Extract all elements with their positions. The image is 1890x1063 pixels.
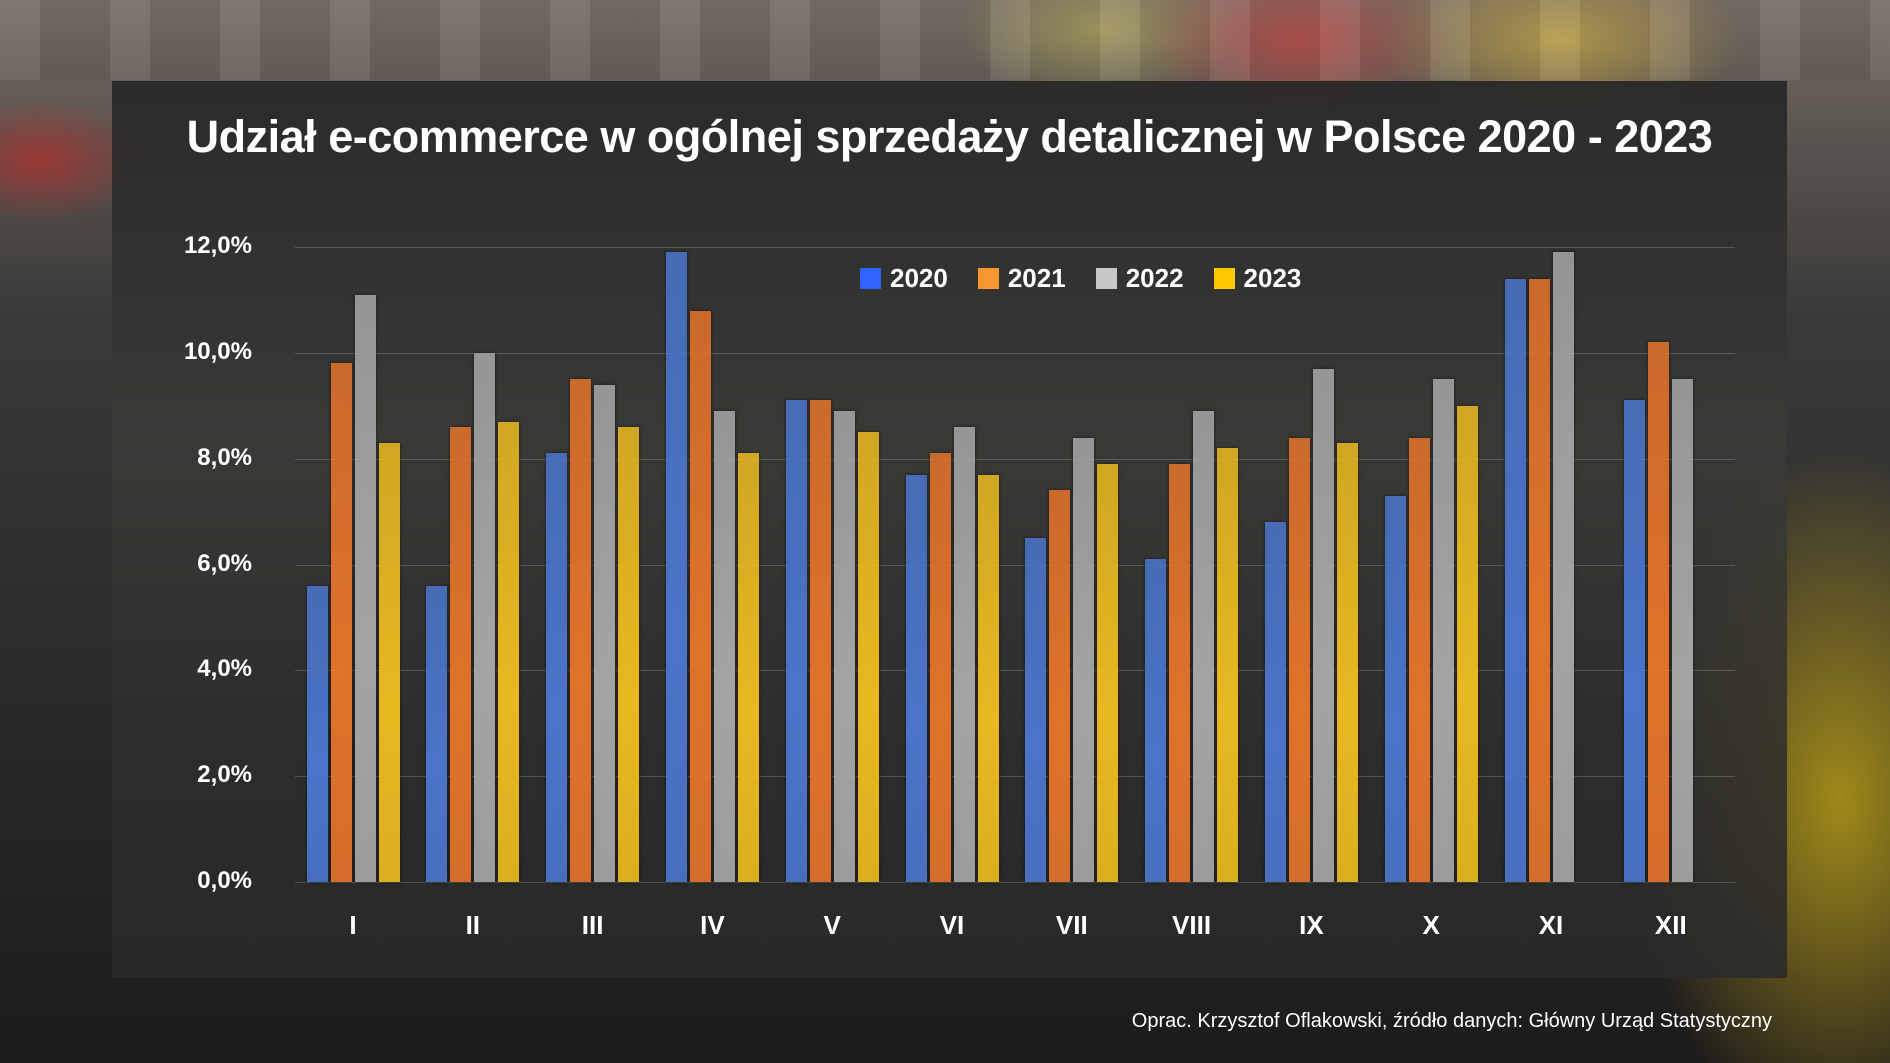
bar-2021-V — [809, 400, 831, 882]
background-photo — [0, 0, 1890, 80]
y-tick-label: 2,0% — [197, 761, 252, 789]
bar-2022-XII — [1672, 379, 1694, 882]
x-tick-label: X — [1422, 910, 1440, 940]
legend-item-2023: 2023 — [1213, 263, 1302, 294]
x-tick-label: I — [349, 910, 357, 940]
x-tick-label: IV — [700, 910, 725, 940]
bar-2020-V — [785, 400, 807, 882]
bar-2023-VI — [977, 474, 999, 882]
bar-2021-X — [1408, 437, 1430, 882]
chart-title: Udział e-commerce w ogólnej sprzedaży de… — [186, 111, 1713, 162]
bar-2021-IV — [689, 310, 711, 882]
legend-item-2021: 2021 — [977, 263, 1066, 294]
bar-2023-VII — [1097, 463, 1119, 882]
y-tick-label: 4,0% — [197, 655, 252, 683]
bar-2020-VIII — [1145, 559, 1167, 882]
legend-swatch-icon — [1213, 268, 1235, 289]
bar-2022-I — [354, 294, 376, 882]
bar-2023-V — [857, 432, 879, 882]
gridline — [295, 458, 1735, 460]
bar-2022-II — [474, 352, 496, 882]
plot-area — [295, 247, 1735, 883]
bar-2022-IX — [1312, 368, 1334, 882]
bar-2022-VI — [953, 426, 975, 882]
bar-2023-I — [378, 442, 400, 882]
bar-2020-X — [1384, 495, 1406, 882]
bar-2022-VII — [1073, 437, 1095, 882]
legend: 2020 2021 2022 2023 — [860, 263, 1301, 294]
x-tick-label: XII — [1654, 910, 1687, 940]
gridline — [295, 776, 1735, 778]
bar-2021-XII — [1648, 342, 1670, 882]
bar-2022-V — [833, 411, 855, 882]
legend-swatch-icon — [860, 268, 881, 289]
y-tick-label: 6,0% — [197, 549, 252, 577]
source-credit: Oprac. Krzysztof Oflakowski, źródło dany… — [1131, 1010, 1772, 1032]
gridline — [295, 352, 1735, 354]
bar-2020-XI — [1504, 278, 1526, 882]
bar-2020-IX — [1264, 522, 1286, 882]
gridline — [295, 247, 1735, 248]
bar-2022-IV — [713, 411, 735, 882]
bar-2021-III — [570, 379, 592, 882]
legend-label: 2023 — [1243, 263, 1302, 293]
legend-item-2020: 2020 — [860, 263, 948, 294]
x-tick-label: V — [823, 910, 841, 940]
bar-2021-VIII — [1169, 463, 1191, 882]
x-tick-label: III — [581, 910, 604, 940]
gridline — [295, 882, 1735, 883]
bar-2023-VIII — [1217, 448, 1239, 882]
bar-2023-II — [498, 421, 520, 882]
x-tick-label: VII — [1055, 910, 1088, 940]
bar-2022-X — [1432, 379, 1454, 882]
y-tick-label: 8,0% — [197, 443, 252, 471]
x-tick-label: XI — [1538, 910, 1564, 940]
bar-2021-II — [450, 426, 472, 882]
x-tick-label: VIII — [1172, 910, 1212, 940]
bar-2020-VII — [1025, 538, 1047, 882]
bar-2022-VIII — [1193, 411, 1215, 882]
gridline — [295, 564, 1735, 566]
bar-2021-VII — [1049, 490, 1071, 882]
bar-2020-II — [426, 585, 448, 882]
bar-2021-I — [330, 363, 352, 882]
bar-2020-VI — [905, 474, 927, 882]
legend-swatch-icon — [977, 268, 999, 289]
legend-item-2022: 2022 — [1095, 263, 1184, 294]
bar-2023-IX — [1336, 442, 1358, 882]
legend-label: 2022 — [1125, 263, 1184, 293]
bar-2022-III — [594, 384, 616, 882]
bar-2020-IV — [665, 252, 687, 882]
bar-2022-XI — [1552, 252, 1574, 882]
bar-2023-X — [1456, 405, 1478, 882]
bar-2023-IV — [737, 453, 759, 882]
x-tick-label: IX — [1299, 910, 1324, 940]
bar-2020-III — [546, 453, 568, 882]
legend-swatch-icon — [1095, 268, 1117, 289]
y-tick-label: 0,0% — [197, 867, 252, 894]
bar-2021-XI — [1528, 278, 1550, 882]
x-tick-label: II — [465, 910, 481, 940]
y-tick-label: 10,0% — [183, 337, 252, 365]
legend-label: 2021 — [1007, 263, 1066, 293]
bar-2021-IX — [1288, 437, 1310, 882]
legend-label: 2020 — [890, 263, 948, 293]
y-tick-label: 12,0% — [183, 232, 252, 259]
x-tick-label: VI — [939, 910, 965, 940]
bar-2020-I — [306, 585, 328, 882]
bar-2020-XII — [1624, 400, 1646, 882]
bar-2021-VI — [929, 453, 951, 882]
gridline — [295, 670, 1735, 672]
bar-2023-III — [618, 426, 640, 882]
